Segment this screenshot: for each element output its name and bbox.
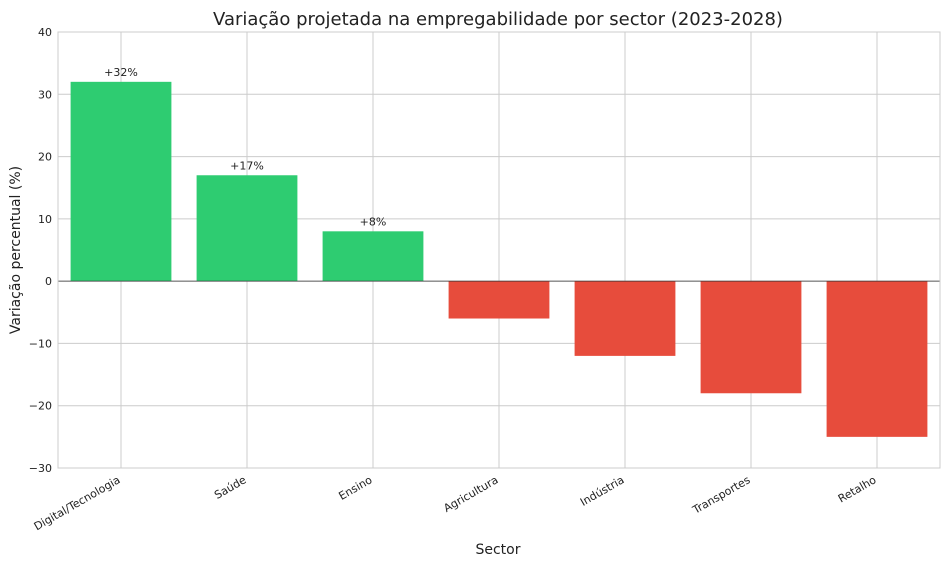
y-tick-label: −30 [29, 462, 52, 475]
y-axis-ticks: −30 −20 −10 0 10 20 30 40 [29, 26, 52, 475]
x-tick-label: Agricultura [441, 473, 500, 515]
x-tick-label: Indústria [578, 473, 627, 509]
x-tick-label: Digital/Tecnologia [32, 473, 123, 533]
x-tick-label: Ensino [336, 473, 374, 503]
y-tick-label: 0 [45, 275, 52, 288]
bars [70, 81, 928, 437]
y-tick-label: 40 [38, 26, 52, 39]
bar-1 [196, 175, 298, 282]
bar-2 [322, 231, 424, 282]
x-tick-label: Retalho [836, 473, 879, 505]
y-tick-label: 10 [38, 213, 52, 226]
bar-5 [700, 281, 802, 394]
y-axis-label: Variação percentual (%) [8, 166, 24, 334]
chart-title: Variação projetada na empregabilidade po… [213, 9, 783, 30]
x-axis-ticks: Digital/Tecnologia Saúde Ensino Agricultura… [32, 473, 879, 533]
data-label: +17% [230, 159, 264, 172]
data-label: +32% [104, 66, 138, 79]
plot-frame [57, 31, 941, 469]
x-tick-label: Saúde [212, 473, 249, 502]
x-tick-label: Transportes [690, 473, 753, 517]
x-axis-label: Sector [475, 542, 520, 558]
y-tick-label: −10 [29, 337, 52, 350]
data-labels: +32% +17% +8% [104, 66, 386, 228]
bar-6 [826, 281, 928, 437]
data-label: +8% [360, 215, 387, 228]
y-tick-label: 20 [38, 151, 52, 164]
grid [58, 31, 940, 469]
y-tick-label: −20 [29, 400, 52, 413]
y-tick-label: 30 [38, 88, 52, 101]
bar-4 [574, 281, 676, 356]
bar-0 [70, 81, 172, 282]
bar-3 [448, 281, 550, 319]
